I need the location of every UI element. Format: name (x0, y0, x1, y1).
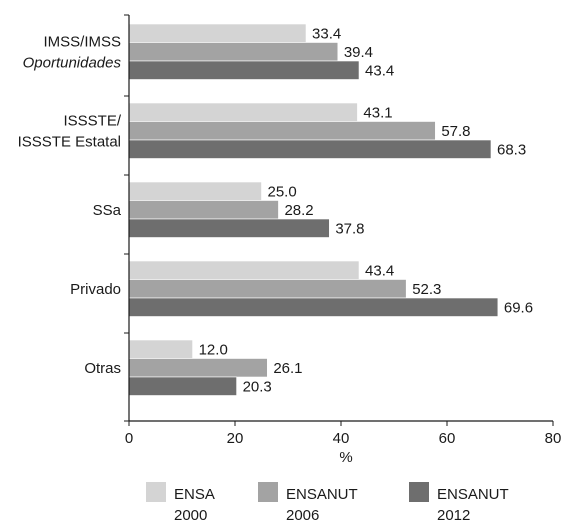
value-label: 28.2 (284, 202, 313, 219)
value-label: 43.4 (365, 62, 394, 79)
x-tick-label: 60 (439, 430, 456, 447)
category-label: Otras (84, 360, 121, 377)
value-label: 12.0 (199, 341, 228, 358)
legend-swatch (146, 482, 166, 502)
legend: ENSA 2000 ENSANUT 2006 ENSANUT 2012 (146, 482, 509, 524)
category-label: SSa (93, 202, 122, 219)
bar-4-3 (128, 297, 499, 317)
bar-3-2 (128, 200, 279, 220)
bar-1-3 (128, 60, 360, 80)
category-label: Privado (70, 281, 121, 298)
bar-5-2 (128, 358, 268, 378)
bar-5-3 (128, 376, 237, 396)
bar-1-1 (128, 23, 307, 43)
value-label: 39.4 (344, 44, 373, 61)
value-label: 20.3 (243, 378, 272, 395)
x-axis: 0 20 40 60 80 (124, 14, 562, 447)
x-tick-label: 0 (125, 430, 133, 447)
x-tick-label: 40 (333, 430, 350, 447)
legend-label: ENSANUT (286, 486, 358, 503)
bar-4-1 (128, 260, 360, 280)
category-label: IMSS/IMSS (43, 33, 121, 50)
value-label: 33.4 (312, 25, 341, 42)
category-label: Oportunidades (23, 54, 122, 71)
value-label: 43.1 (363, 104, 392, 121)
bar-3-3 (128, 218, 330, 238)
bar-2-2 (128, 121, 436, 141)
legend-label: ENSANUT (437, 486, 509, 503)
legend-label: 2012 (437, 507, 470, 524)
bar-4-2 (128, 279, 407, 299)
legend-label: 2000 (174, 507, 207, 524)
x-tick-label: 80 (545, 430, 562, 447)
value-label: 26.1 (273, 360, 302, 377)
legend-swatch (409, 482, 429, 502)
value-label: 43.4 (365, 262, 394, 279)
x-axis-label: % (339, 449, 352, 466)
bar-1-2 (128, 42, 339, 62)
value-label: 37.8 (335, 220, 364, 237)
bar-2-1 (128, 102, 358, 122)
value-label: 52.3 (412, 281, 441, 298)
category-label: ISSSTE/ (63, 112, 121, 129)
bar-5-1 (128, 339, 193, 359)
legend-swatch (258, 482, 278, 502)
legend-label: 2006 (286, 507, 319, 524)
bar-2-3 (128, 139, 492, 159)
value-label: 69.6 (504, 299, 533, 316)
bar-3-1 (128, 181, 262, 201)
value-label: 25.0 (268, 183, 297, 200)
category-label: ISSSTE Estatal (18, 133, 121, 150)
bars-layer: 33.439.443.443.157.868.325.028.237.843.4… (128, 23, 533, 396)
value-label: 57.8 (441, 123, 470, 140)
legend-label: ENSA (174, 486, 215, 503)
value-label: 68.3 (497, 141, 526, 158)
category-labels: IMSS/IMSS Oportunidades ISSSTE/ISSSTE Esta… (18, 33, 122, 377)
x-tick-label: 20 (227, 430, 244, 447)
